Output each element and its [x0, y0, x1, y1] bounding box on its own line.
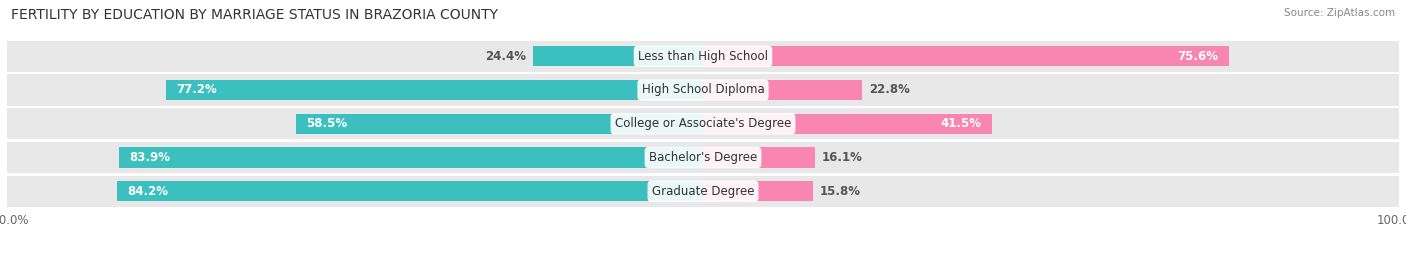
Bar	[533, 46, 703, 66]
Bar	[703, 46, 1229, 66]
Text: 24.4%: 24.4%	[485, 50, 526, 63]
Bar	[7, 142, 1399, 173]
Text: Graduate Degree: Graduate Degree	[652, 185, 754, 198]
Text: College or Associate's Degree: College or Associate's Degree	[614, 117, 792, 130]
Text: Source: ZipAtlas.com: Source: ZipAtlas.com	[1284, 8, 1395, 18]
Text: Bachelor's Degree: Bachelor's Degree	[650, 151, 756, 164]
Text: Less than High School: Less than High School	[638, 50, 768, 63]
Bar	[7, 75, 1399, 105]
Text: FERTILITY BY EDUCATION BY MARRIAGE STATUS IN BRAZORIA COUNTY: FERTILITY BY EDUCATION BY MARRIAGE STATU…	[11, 8, 498, 22]
Bar	[117, 181, 703, 201]
Text: 83.9%: 83.9%	[129, 151, 170, 164]
Bar	[703, 147, 815, 168]
Text: High School Diploma: High School Diploma	[641, 83, 765, 97]
Bar	[166, 80, 703, 100]
Bar	[7, 41, 1399, 72]
Bar	[120, 147, 703, 168]
Text: 84.2%: 84.2%	[128, 185, 169, 198]
Bar	[703, 80, 862, 100]
Text: 75.6%: 75.6%	[1178, 50, 1219, 63]
Text: 58.5%: 58.5%	[307, 117, 347, 130]
Text: 16.1%: 16.1%	[823, 151, 863, 164]
Bar	[703, 114, 991, 134]
Text: 77.2%: 77.2%	[176, 83, 217, 97]
Bar	[7, 176, 1399, 207]
Bar	[703, 181, 813, 201]
Text: 22.8%: 22.8%	[869, 83, 910, 97]
Bar	[7, 108, 1399, 139]
Text: 15.8%: 15.8%	[820, 185, 860, 198]
Bar	[295, 114, 703, 134]
Text: 41.5%: 41.5%	[941, 117, 981, 130]
